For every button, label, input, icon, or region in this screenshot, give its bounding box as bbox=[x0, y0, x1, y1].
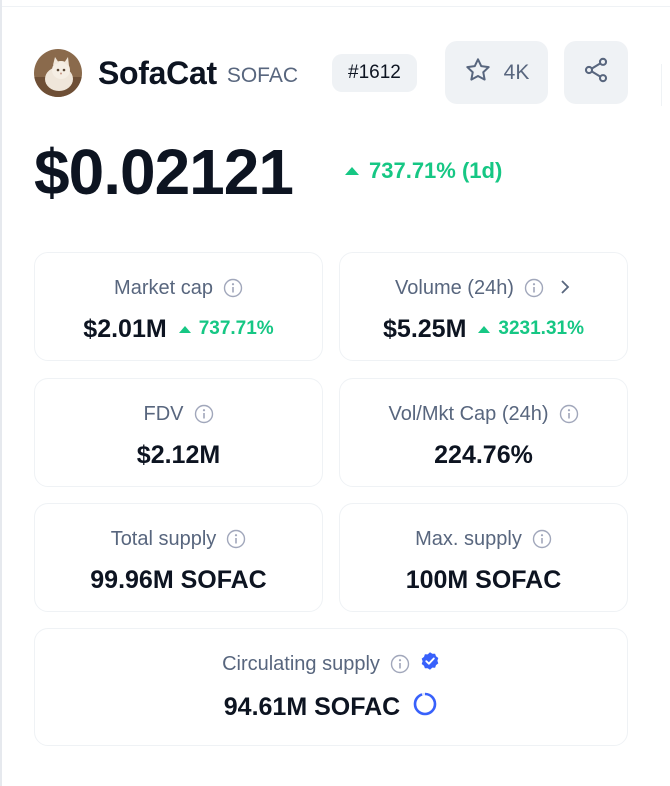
volume-label: Volume (24h) bbox=[395, 276, 514, 299]
vol-mkt-cap-value: 224.76% bbox=[434, 440, 533, 469]
circulating-supply-label: Circulating supply bbox=[222, 652, 380, 675]
market-cap-card: Market cap $2.01M 737.71% bbox=[34, 252, 323, 361]
volume-change-value: 3231.31% bbox=[498, 318, 584, 339]
volume-value-row: $5.25M 3231.31% bbox=[383, 313, 584, 345]
fdv-value-row: $2.12M bbox=[137, 439, 220, 471]
watchlist-button[interactable]: 4K bbox=[445, 41, 548, 104]
price-change-value: 737.71% (1d) bbox=[369, 158, 503, 183]
chevron-right-icon[interactable] bbox=[558, 275, 572, 301]
volume-change: 3231.31% bbox=[478, 318, 584, 340]
max-supply-value-row: 100M SOFAC bbox=[406, 564, 562, 596]
scroll-edge bbox=[661, 64, 662, 106]
total-supply-value: 99.96M SOFAC bbox=[90, 565, 267, 594]
watchlist-count: 4K bbox=[503, 60, 530, 84]
fdv-label-row: FDV bbox=[144, 401, 214, 427]
vol-mkt-cap-label-row: Vol/Mkt Cap (24h) bbox=[388, 401, 578, 427]
circulating-supply-value: 94.61M SOFAC bbox=[223, 692, 401, 721]
triangle-up-icon bbox=[478, 325, 491, 333]
info-icon[interactable] bbox=[226, 529, 246, 549]
market-cap-label-row: Market cap bbox=[114, 275, 243, 301]
vol-mkt-cap-card: Vol/Mkt Cap (24h) 224.76% bbox=[339, 378, 628, 487]
coin-price: $0.02121 bbox=[34, 136, 294, 208]
triangle-up-icon bbox=[345, 167, 359, 175]
window-left-border bbox=[0, 0, 2, 786]
window-top-border bbox=[2, 0, 670, 7]
circulating-supply-value-row: 94.61M SOFAC bbox=[224, 691, 438, 723]
max-supply-label-row: Max. supply bbox=[415, 526, 552, 552]
market-cap-value-row: $2.01M 737.71% bbox=[83, 313, 273, 345]
triangle-up-icon bbox=[178, 325, 191, 333]
info-icon[interactable] bbox=[524, 278, 544, 298]
info-icon[interactable] bbox=[194, 404, 214, 424]
info-icon[interactable] bbox=[532, 529, 552, 549]
price-change: 737.71% (1d) bbox=[345, 158, 502, 184]
market-cap-change: 737.71% bbox=[178, 318, 274, 340]
verified-badge-icon[interactable] bbox=[420, 651, 440, 677]
market-cap-label: Market cap bbox=[114, 276, 213, 299]
total-supply-label-row: Total supply bbox=[111, 526, 247, 552]
coin-header: SofaCat SOFAC bbox=[34, 48, 298, 98]
max-supply-card: Max. supply 100M SOFAC bbox=[339, 503, 628, 612]
max-supply-label: Max. supply bbox=[415, 527, 522, 550]
circle-progress-icon[interactable] bbox=[412, 691, 438, 724]
circulating-supply-card: Circulating supply 94.61M SOFAC bbox=[34, 628, 628, 746]
coin-logo bbox=[34, 49, 82, 97]
share-icon bbox=[582, 56, 610, 89]
fdv-card: FDV $2.12M bbox=[34, 378, 323, 487]
total-supply-label: Total supply bbox=[110, 527, 217, 550]
fdv-label: FDV bbox=[143, 402, 184, 425]
info-icon[interactable] bbox=[559, 404, 579, 424]
volume-card[interactable]: Volume (24h) $5.25M 3231.31% bbox=[339, 252, 628, 361]
volume-value: $5.25M bbox=[383, 314, 467, 343]
market-cap-change-value: 737.71% bbox=[198, 318, 274, 339]
star-icon bbox=[464, 56, 492, 90]
vol-mkt-cap-label: Vol/Mkt Cap (24h) bbox=[388, 402, 549, 425]
fdv-value: $2.12M bbox=[136, 440, 221, 469]
max-supply-value: 100M SOFAC bbox=[405, 565, 562, 594]
total-supply-card: Total supply 99.96M SOFAC bbox=[34, 503, 323, 612]
total-supply-value-row: 99.96M SOFAC bbox=[90, 564, 266, 596]
info-icon[interactable] bbox=[223, 278, 243, 298]
volume-label-row: Volume (24h) bbox=[395, 275, 572, 301]
coin-name: SofaCat bbox=[98, 54, 217, 91]
coin-symbol: SOFAC bbox=[226, 64, 298, 87]
share-button[interactable] bbox=[564, 41, 628, 104]
circulating-supply-label-row: Circulating supply bbox=[222, 651, 440, 677]
info-icon[interactable] bbox=[390, 654, 410, 674]
rank-badge: #1612 bbox=[332, 54, 417, 92]
market-cap-value: $2.01M bbox=[83, 314, 167, 343]
vol-mkt-cap-value-row: 224.76% bbox=[434, 439, 533, 471]
